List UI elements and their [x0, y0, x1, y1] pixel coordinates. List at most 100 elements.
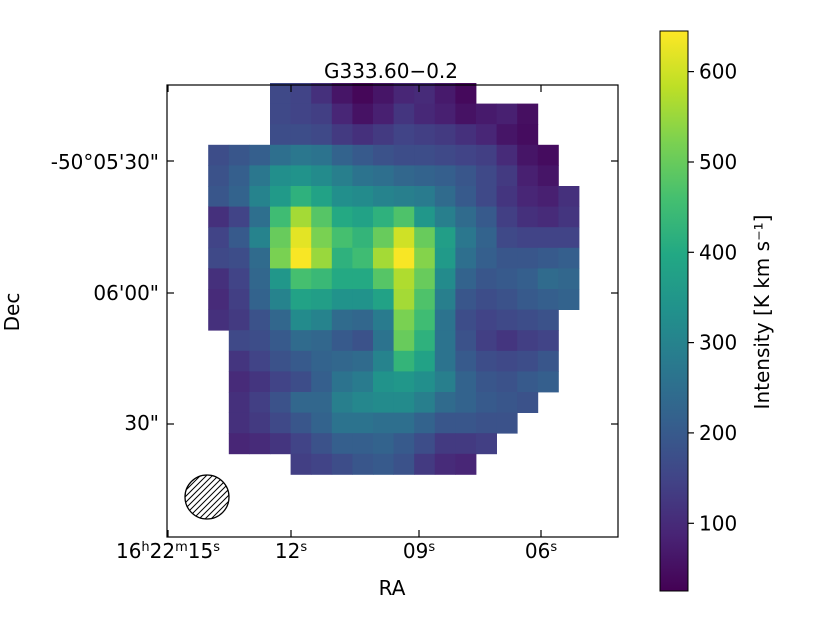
heatmap-cell — [373, 289, 394, 310]
heatmap-cell — [331, 309, 353, 331]
heatmap-cell — [496, 227, 518, 249]
heatmap-cell — [455, 453, 477, 475]
heatmap-cell — [331, 350, 353, 372]
y-axis-label: Dec — [0, 293, 24, 332]
heatmap-cell — [352, 103, 374, 125]
heatmap-cell — [331, 186, 353, 207]
heatmap-cell — [455, 165, 477, 187]
beam-ellipse — [184, 474, 230, 520]
heatmap-cell — [537, 247, 559, 269]
heatmap-cell — [558, 206, 580, 228]
heatmap-cell — [496, 144, 518, 166]
heatmap-cell — [393, 289, 415, 310]
heatmap-cell — [558, 227, 580, 249]
heatmap-cell — [393, 186, 415, 207]
heatmap-cell — [373, 186, 394, 207]
heatmap-cell — [476, 268, 497, 290]
heatmap-cell — [455, 124, 477, 146]
heatmap-cell — [455, 412, 477, 434]
heatmap-cell — [393, 330, 415, 352]
colorbar-ticks: 100 200 300 400 500 600 — [688, 60, 737, 535]
heatmap-cell — [290, 144, 312, 166]
heatmap-cell — [228, 165, 250, 187]
heatmap-cell — [414, 227, 436, 249]
heatmap-cell — [270, 309, 291, 331]
heatmap-cell — [393, 247, 415, 269]
heatmap-cell — [270, 412, 291, 434]
heatmap-cell — [331, 83, 353, 104]
heatmap-cell — [311, 433, 333, 455]
heatmap-cell — [208, 165, 230, 187]
heatmap-cell — [352, 330, 374, 352]
heatmap-cell — [290, 124, 312, 146]
heatmap-cell — [311, 103, 333, 125]
heatmap-cell — [208, 144, 230, 166]
heatmap-cell — [331, 206, 353, 228]
heatmap-cell — [393, 412, 415, 434]
heatmap-cell — [290, 186, 312, 207]
heatmap-cell — [228, 247, 250, 269]
heatmap-cell — [311, 268, 333, 290]
heatmap-cell — [517, 103, 539, 125]
heatmap-cell — [476, 433, 497, 455]
heatmap-cell — [434, 186, 456, 207]
heatmap-cell — [352, 144, 374, 166]
heatmap-cell — [311, 330, 333, 352]
heatmap-cell — [414, 144, 436, 166]
heatmap-cell — [373, 268, 394, 290]
heatmap-cell — [228, 371, 250, 393]
heatmap-cell — [311, 124, 333, 146]
heatmap-cell — [496, 206, 518, 228]
heatmap-cell — [311, 309, 333, 331]
heatmap-cell — [537, 186, 559, 207]
heatmap-cell — [228, 227, 250, 249]
heatmap-cell — [331, 330, 353, 352]
heatmap-cell — [311, 371, 333, 393]
heatmap-cell — [331, 453, 353, 475]
heatmap-cell — [434, 433, 456, 455]
heatmap-cell — [331, 392, 353, 413]
heatmap-cell — [414, 330, 436, 352]
heatmap-cell — [290, 392, 312, 413]
heatmap-cell — [352, 83, 374, 104]
heatmap-cell — [434, 165, 456, 187]
heatmap-cell — [249, 392, 271, 413]
heatmap-cell — [517, 268, 539, 290]
heatmap-cells — [208, 83, 580, 475]
heatmap-cell — [414, 268, 436, 290]
heatmap-cell — [352, 247, 374, 269]
heatmap-cell — [352, 206, 374, 228]
heatmap-cell — [311, 247, 333, 269]
heatmap-cell — [352, 350, 374, 372]
heatmap-cell — [393, 350, 415, 372]
heatmap-cell — [455, 144, 477, 166]
heatmap-cell — [352, 165, 374, 187]
heatmap-cell — [455, 330, 477, 352]
heatmap-cell — [352, 124, 374, 146]
heatmap-cell — [476, 350, 497, 372]
heatmap-cell — [208, 268, 230, 290]
heatmap-cell — [455, 103, 477, 125]
heatmap-cell — [496, 371, 518, 393]
heatmap-cell — [537, 309, 559, 331]
heatmap-cell — [373, 83, 394, 104]
heatmap-cell — [517, 392, 539, 413]
heatmap-cell — [414, 412, 436, 434]
heatmap-cell — [455, 350, 477, 372]
heatmap-cell — [270, 289, 291, 310]
colorbar-tick-label: 300 — [699, 331, 737, 355]
heatmap-cell — [434, 227, 456, 249]
heatmap-cell — [455, 309, 477, 331]
heatmap-cell — [414, 165, 436, 187]
heatmap-cell — [455, 433, 477, 455]
heatmap-cell — [249, 350, 271, 372]
colorbar-tick-label: 500 — [699, 150, 737, 174]
heatmap-cell — [455, 83, 477, 104]
chart-title: G333.60−0.2 — [324, 59, 458, 83]
heatmap-cell — [496, 124, 518, 146]
heatmap-cell — [331, 144, 353, 166]
heatmap-cell — [434, 124, 456, 146]
heatmap-cell — [208, 206, 230, 228]
heatmap-cell — [311, 165, 333, 187]
heatmap-cell — [228, 330, 250, 352]
